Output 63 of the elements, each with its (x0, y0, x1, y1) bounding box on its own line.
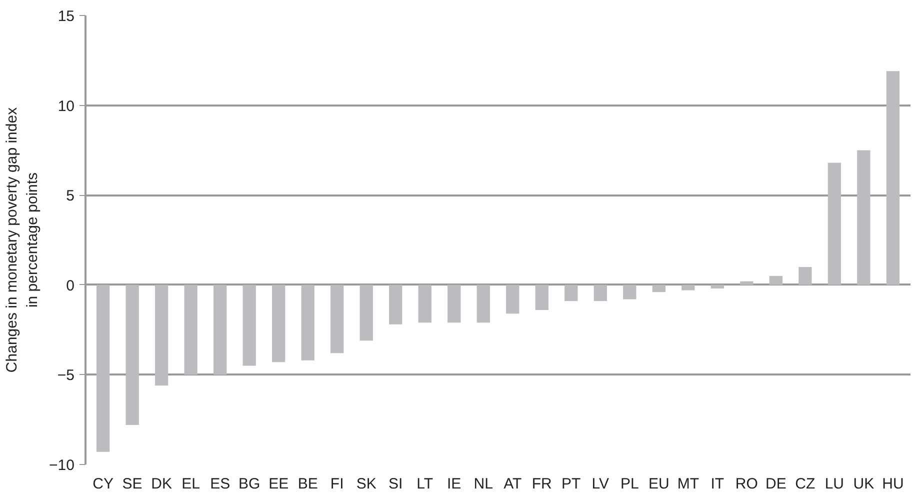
bar (360, 284, 373, 341)
x-tick-label: LV (592, 476, 610, 492)
bar (389, 284, 402, 324)
x-tick-label: PL (620, 476, 639, 492)
x-tick-label: DK (151, 476, 172, 492)
y-tick-label: −10 (49, 457, 75, 474)
bar (213, 284, 227, 375)
y-tick-label: −5 (57, 367, 75, 384)
x-tick-label: FR (532, 476, 552, 492)
bar (828, 162, 842, 285)
bar (535, 284, 548, 310)
bar (798, 266, 812, 285)
bar (857, 150, 870, 285)
bar (448, 284, 461, 323)
x-tick-label: BG (238, 476, 260, 492)
bar (594, 284, 607, 302)
x-tick-label: EU (648, 476, 670, 492)
x-tick-label: LT (416, 476, 434, 492)
bar (710, 284, 724, 288)
x-tick-label: IT (710, 476, 724, 492)
bar (301, 284, 314, 360)
bar (154, 284, 168, 386)
x-tick-label: NL (474, 476, 493, 492)
x-tick-label: SE (122, 476, 142, 492)
x-tick-label: EE (268, 476, 289, 492)
bar (96, 284, 110, 452)
x-tick-label: UK (853, 476, 874, 492)
x-tick-label: CZ (795, 476, 816, 492)
x-tick-label: MT (677, 476, 700, 492)
bar (242, 284, 256, 366)
x-tick-label: FI (330, 476, 344, 492)
x-tick-label: ES (210, 476, 230, 492)
bar (476, 284, 490, 323)
x-tick-label: DE (766, 476, 786, 492)
y-axis-title: Changes in monetary poverty gap index in percentage points (4, 106, 42, 373)
x-tick-label: BE (298, 476, 318, 492)
y-tick-label: 15 (58, 8, 75, 25)
x-tick-label: AT (504, 476, 522, 492)
bar (272, 284, 286, 362)
y-tick-label: 10 (58, 98, 75, 115)
x-tick-label: SK (356, 476, 376, 492)
bar (330, 284, 344, 354)
x-tick-label: PT (562, 476, 581, 492)
bar (886, 71, 900, 285)
bar (126, 284, 139, 425)
bar (652, 284, 666, 292)
bar (682, 284, 695, 290)
bar (184, 284, 198, 375)
y-tick-label: 0 (66, 277, 74, 294)
x-tick-label: CY (92, 476, 114, 492)
x-tick-label: LU (824, 476, 844, 492)
x-tick-label: EL (182, 476, 200, 492)
bar (740, 281, 754, 285)
bar (769, 276, 783, 285)
y-tick-label: 5 (66, 188, 74, 205)
bar (564, 284, 578, 302)
x-tick-label: SI (388, 476, 403, 492)
x-tick-label: IE (447, 476, 462, 492)
bar (418, 284, 432, 323)
bar (623, 284, 636, 300)
bar (506, 284, 520, 314)
x-tick-label: RO (735, 476, 758, 492)
x-tick-label: HU (882, 476, 904, 492)
